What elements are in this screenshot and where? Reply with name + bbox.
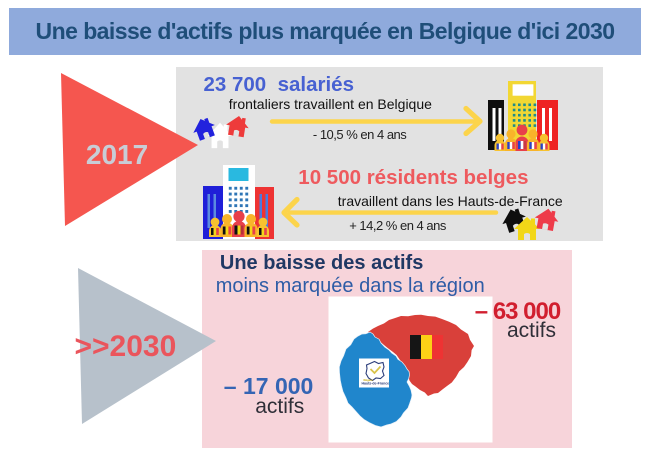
svg-text:Région: Région	[364, 378, 374, 382]
svg-text:Hauts-de-France: Hauts-de-France	[362, 382, 390, 386]
